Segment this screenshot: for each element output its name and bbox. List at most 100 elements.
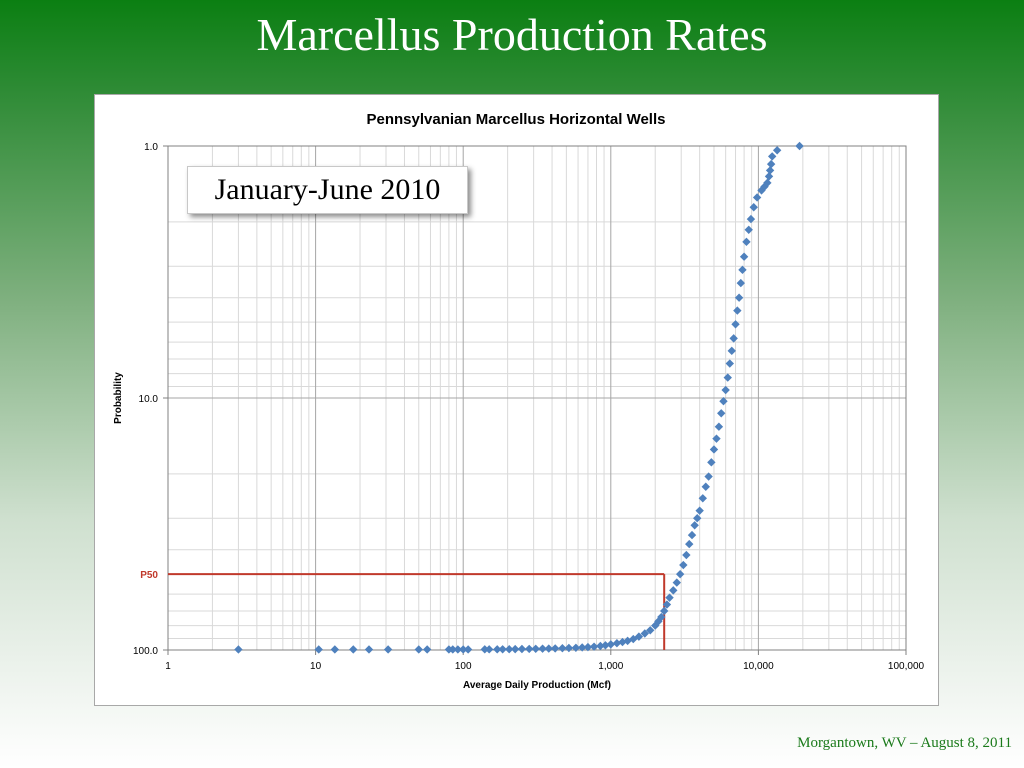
data-point bbox=[422, 645, 432, 654]
data-point bbox=[606, 640, 615, 649]
data-point bbox=[596, 641, 605, 651]
data-point bbox=[695, 506, 704, 515]
data-point bbox=[330, 645, 340, 654]
data-point bbox=[493, 645, 502, 654]
data-point bbox=[612, 639, 622, 648]
data-point bbox=[314, 645, 323, 654]
data-point bbox=[550, 644, 560, 653]
data-point bbox=[679, 560, 688, 570]
data-point bbox=[714, 422, 724, 431]
x-tick-label: 10,000 bbox=[743, 661, 774, 672]
data-point bbox=[510, 644, 520, 654]
x-axis-ticks: 1 10 100 1,000 10,000 100,000 bbox=[165, 650, 925, 672]
data-point bbox=[690, 521, 699, 530]
data-point bbox=[665, 593, 674, 602]
x-tick-label: 10 bbox=[310, 661, 322, 672]
data-point bbox=[760, 182, 769, 191]
data-point bbox=[669, 586, 678, 595]
data-point bbox=[498, 645, 507, 654]
chart-title: Pennsylvanian Marcellus Horizontal Wells bbox=[367, 111, 666, 128]
y-tick-label: 10.0 bbox=[139, 394, 159, 405]
data-point bbox=[719, 397, 728, 406]
data-point bbox=[704, 472, 713, 481]
data-point bbox=[672, 578, 682, 587]
data-point bbox=[725, 359, 734, 368]
x-axis-label: Average Daily Production (Mcf) bbox=[463, 680, 611, 691]
data-point bbox=[505, 645, 514, 654]
p50-label: P50 bbox=[140, 570, 158, 581]
data-point bbox=[675, 569, 685, 579]
slide-title: Marcellus Production Rates bbox=[256, 9, 768, 60]
data-point bbox=[734, 293, 744, 302]
data-point bbox=[657, 612, 666, 622]
data-point bbox=[746, 214, 756, 224]
data-point bbox=[766, 159, 776, 169]
data-point bbox=[646, 626, 655, 635]
y-axis-label: Probability bbox=[113, 372, 124, 424]
footer-location-date: Morgantown, WV – August 8, 2011 bbox=[797, 735, 1012, 751]
data-point bbox=[739, 252, 749, 261]
data-point bbox=[538, 644, 547, 653]
data-point bbox=[767, 152, 777, 161]
data-point bbox=[709, 445, 719, 454]
data-point bbox=[525, 644, 534, 654]
data-point bbox=[752, 193, 762, 202]
data-point bbox=[687, 530, 697, 540]
data-point bbox=[749, 203, 758, 212]
x-tick-label: 100 bbox=[455, 661, 472, 672]
y-tick-label: 100.0 bbox=[133, 646, 158, 657]
x-tick-label: 100,000 bbox=[888, 661, 925, 672]
data-point bbox=[654, 617, 663, 626]
data-point bbox=[698, 494, 707, 503]
data-point bbox=[764, 172, 774, 181]
y-axis-ticks: 1.0 10.0 100.0 bbox=[133, 142, 168, 657]
data-point bbox=[662, 600, 672, 609]
data-point bbox=[651, 621, 660, 630]
data-point bbox=[731, 320, 740, 329]
data-point bbox=[349, 645, 358, 654]
y-tick-label: 1.0 bbox=[144, 142, 158, 153]
date-range-label: January-June 2010 bbox=[187, 166, 468, 214]
data-point bbox=[517, 644, 527, 654]
data-point bbox=[701, 482, 710, 491]
data-point bbox=[727, 346, 736, 356]
data-point bbox=[765, 166, 775, 175]
data-point bbox=[733, 306, 742, 315]
data-point bbox=[453, 645, 463, 654]
data-point bbox=[659, 606, 669, 616]
data-point bbox=[712, 434, 721, 443]
data-point bbox=[717, 409, 726, 418]
data-point bbox=[693, 514, 702, 523]
data-point bbox=[795, 141, 804, 151]
data-point bbox=[484, 645, 494, 654]
data-point bbox=[640, 629, 650, 638]
data-point bbox=[738, 265, 747, 275]
data-points bbox=[234, 141, 804, 654]
data-point bbox=[448, 645, 457, 654]
data-point bbox=[707, 458, 716, 467]
data-point bbox=[364, 645, 374, 654]
data-point bbox=[736, 278, 746, 288]
data-point bbox=[601, 641, 610, 650]
data-point bbox=[571, 643, 581, 652]
x-tick-label: 1 bbox=[165, 661, 171, 672]
data-point bbox=[531, 644, 540, 653]
data-point bbox=[634, 632, 644, 641]
data-point bbox=[558, 644, 567, 653]
data-point bbox=[772, 146, 782, 155]
data-point bbox=[744, 225, 753, 234]
data-point bbox=[583, 642, 593, 652]
data-point bbox=[383, 645, 393, 654]
data-point bbox=[763, 178, 772, 188]
data-point bbox=[757, 186, 766, 195]
data-point bbox=[234, 645, 243, 654]
x-tick-label: 1,000 bbox=[598, 661, 623, 672]
data-point bbox=[544, 644, 553, 653]
data-point bbox=[459, 645, 468, 654]
data-point bbox=[480, 645, 489, 654]
data-point bbox=[589, 642, 599, 651]
data-point bbox=[463, 645, 473, 654]
data-point bbox=[577, 643, 587, 652]
data-point bbox=[618, 637, 627, 647]
